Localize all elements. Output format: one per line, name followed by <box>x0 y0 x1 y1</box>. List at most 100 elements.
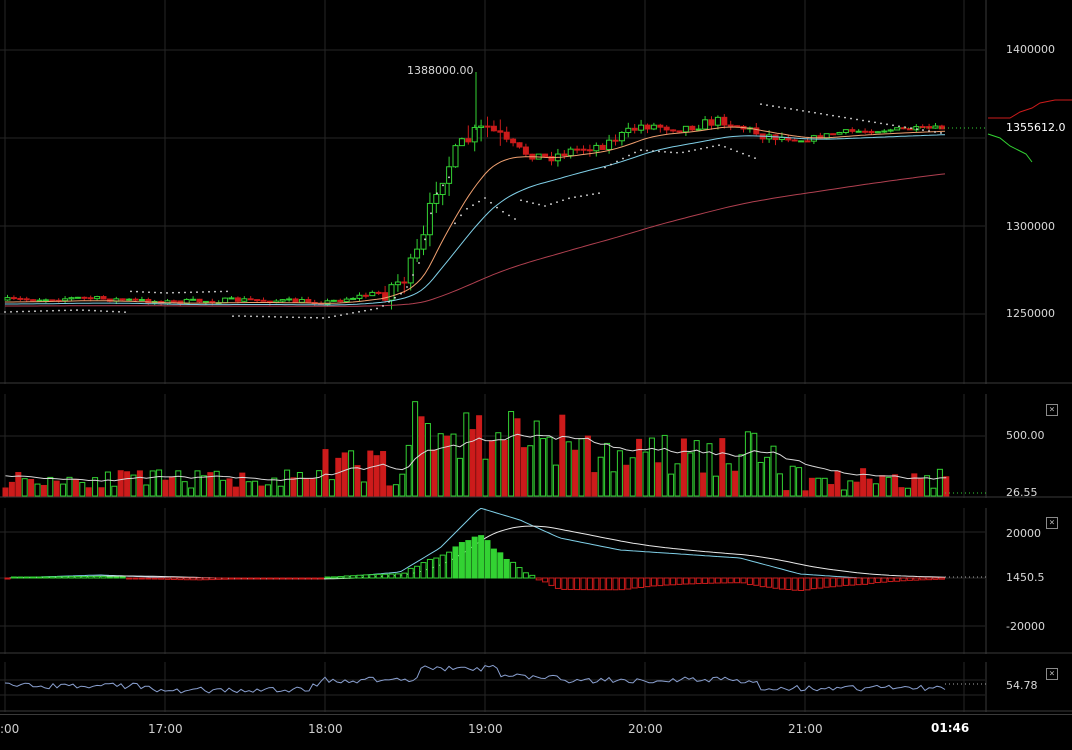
volume-bar <box>924 475 931 497</box>
sar-dot <box>4 311 6 313</box>
sar-dot <box>598 192 600 195</box>
sar-dot <box>34 310 36 313</box>
close-rsi-pane-button[interactable]: × <box>1046 668 1058 680</box>
candle-body <box>234 297 241 302</box>
volume-bar <box>437 433 444 497</box>
candle-body <box>849 129 856 132</box>
macd-histogram-bar <box>170 577 177 581</box>
volume-bar <box>463 412 470 497</box>
candle-body <box>650 124 657 130</box>
sar-dot <box>220 290 222 293</box>
macd-histogram-bar <box>266 577 273 580</box>
volume-bar <box>879 475 886 497</box>
sar-dot <box>196 291 198 294</box>
macd-histogram-bar <box>74 576 81 579</box>
candle-body <box>36 299 43 302</box>
current-time-label: 01:46 <box>924 718 977 738</box>
macd-histogram-bar <box>113 576 120 579</box>
candle-body <box>734 125 741 128</box>
macd-histogram-bar <box>593 577 600 591</box>
close-volume-pane-button[interactable]: × <box>1046 404 1058 416</box>
volume-bar <box>770 445 777 497</box>
macd-histogram-bar <box>202 577 209 581</box>
sar-dot <box>154 291 156 294</box>
price-chart[interactable] <box>0 0 1072 384</box>
sar-dot <box>340 314 342 316</box>
sar-dot <box>856 118 858 121</box>
sar-dot <box>634 151 636 154</box>
sar-dot <box>754 157 756 160</box>
sar-dot <box>238 315 240 317</box>
macd-histogram-bar <box>183 577 190 581</box>
sar-dot <box>532 202 534 205</box>
sar-dot <box>778 106 780 108</box>
sar-dot <box>310 316 312 319</box>
macd-histogram-bar <box>209 577 216 581</box>
volume-bar <box>860 468 867 497</box>
close-macd-pane-button[interactable]: × <box>1046 517 1058 529</box>
depth-ask-line <box>988 99 1072 119</box>
candle-body <box>471 126 478 143</box>
rsi-chart[interactable] <box>0 662 1072 712</box>
sar-dot <box>592 193 594 196</box>
macd-histogram-bar <box>721 577 728 584</box>
macd-histogram-bar <box>497 552 504 579</box>
macd-histogram-bar <box>382 573 389 579</box>
macd-histogram-bar <box>81 575 88 579</box>
volume-bar <box>175 470 182 497</box>
sar-dot <box>874 121 876 124</box>
volume-bar <box>552 464 559 497</box>
candle-body <box>87 297 94 300</box>
volume-bar <box>744 431 751 497</box>
macd-histogram-bar <box>439 554 446 579</box>
candle-body <box>446 166 453 184</box>
macd-histogram-bar <box>650 577 657 587</box>
candle-body <box>382 292 389 301</box>
sar-dot <box>64 309 66 312</box>
candle-body <box>369 291 376 297</box>
macd-histogram-bar <box>670 577 677 586</box>
sar-dot <box>178 291 180 294</box>
candle-body <box>842 129 849 134</box>
macd-histogram-bar <box>676 577 683 585</box>
macd-histogram-bar <box>932 577 939 580</box>
candle-body <box>932 125 939 129</box>
macd-histogram-bar <box>638 577 645 588</box>
macd-histogram-bar <box>804 577 811 591</box>
volume-bar <box>92 477 99 497</box>
macd-histogram-bar <box>708 577 715 584</box>
sar-dot <box>274 315 276 318</box>
sar-dot <box>190 291 192 294</box>
macd-histogram-bar <box>727 577 734 584</box>
volume-bar <box>572 449 579 497</box>
macd-histogram-bar <box>798 577 805 591</box>
volume-bar <box>482 458 489 497</box>
time-label-20: 20:00 <box>628 722 663 736</box>
candle-body <box>894 127 901 131</box>
candle-body <box>202 300 209 303</box>
macd-histogram-bar <box>740 577 747 584</box>
sar-dot <box>646 149 648 152</box>
macd-histogram-bar <box>119 576 126 579</box>
volume-pane[interactable]: × 500.00 26.55 <box>0 394 1072 499</box>
macd-chart[interactable] <box>0 508 1072 654</box>
sar-dot <box>172 291 174 294</box>
volume-bar <box>719 438 726 497</box>
time-label-19: 19:00 <box>468 722 503 736</box>
macd-histogram-bar <box>337 576 344 579</box>
sar-dot <box>538 203 540 206</box>
price-pane[interactable]: 1400000 1300000 1250000 1355612.0 138800… <box>0 0 1072 384</box>
sar-dot <box>910 127 912 130</box>
volume-chart[interactable] <box>0 394 1072 498</box>
volume-bar <box>431 449 438 497</box>
volume-ma-line <box>5 433 947 482</box>
volume-bar <box>514 418 521 497</box>
macd-pane[interactable]: × 20000 -20000 1450.5 <box>0 508 1072 654</box>
macd-histogram-bar <box>55 576 62 579</box>
candle-body <box>279 299 286 302</box>
sar-dot <box>604 166 606 169</box>
volume-bar <box>764 456 771 497</box>
macd-histogram-bar <box>612 577 619 591</box>
rsi-pane[interactable]: × 54.78 <box>0 662 1072 712</box>
volume-bar <box>53 480 60 497</box>
